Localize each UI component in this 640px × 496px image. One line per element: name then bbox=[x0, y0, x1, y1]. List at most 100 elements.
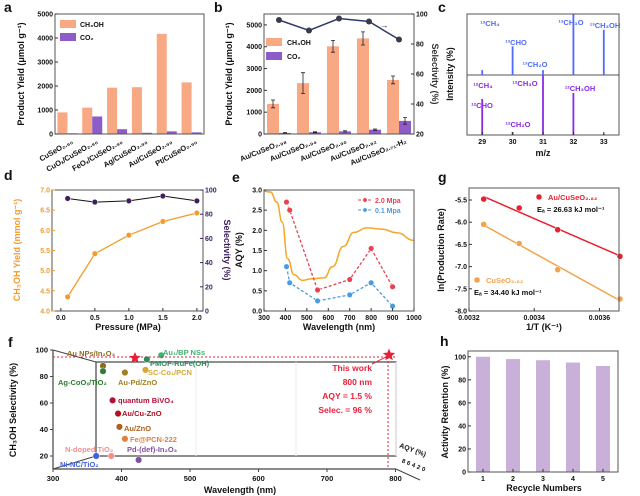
y2-tick-b-label: 80 bbox=[416, 42, 424, 49]
selectivity-line bbox=[67, 195, 197, 203]
this-work-star-projection bbox=[129, 352, 141, 363]
aqy-marker bbox=[389, 283, 396, 290]
aqy-marker bbox=[368, 245, 375, 252]
error-bar bbox=[403, 117, 407, 125]
absorption-curve bbox=[263, 190, 415, 282]
z-tick-label: 0 bbox=[421, 467, 427, 474]
plot-frame-h bbox=[467, 350, 619, 473]
x-tick-c-label: 33 bbox=[600, 139, 608, 146]
y-tick-label: 60 bbox=[40, 399, 48, 408]
retention-bar bbox=[506, 359, 520, 472]
yield-marker bbox=[91, 250, 98, 257]
y-tick-h-label: 100 bbox=[454, 354, 466, 361]
z-tick-label: 6 bbox=[406, 461, 412, 468]
aqy-marker bbox=[286, 279, 293, 286]
aqy-marker bbox=[346, 276, 353, 283]
this-work-annotation: This work bbox=[332, 363, 372, 373]
bar-ch3oh bbox=[327, 46, 339, 134]
this-work-annotation: Selec. = 96 % bbox=[318, 405, 372, 415]
y-tick-a-label: 5000 bbox=[37, 12, 53, 19]
error-bar bbox=[343, 130, 347, 133]
peak-label: ¹²CH₃O bbox=[512, 79, 537, 88]
y2-tick-d-label: 100 bbox=[205, 188, 217, 195]
point-label: Ag-CoOₓ/TiO₂ bbox=[58, 378, 107, 387]
point-label: Au₁/BP NSs bbox=[163, 348, 205, 357]
aqy-marker bbox=[368, 279, 375, 286]
panel-letter: h bbox=[440, 333, 449, 349]
x-tick-label: 4 bbox=[571, 476, 575, 483]
aqy-marker bbox=[283, 199, 290, 206]
this-work-annotation: 800 nm bbox=[343, 377, 373, 387]
literature-point bbox=[107, 452, 115, 460]
error-bar bbox=[391, 75, 395, 85]
x-tick-c-label: 32 bbox=[570, 139, 578, 146]
bar-ch3oh bbox=[181, 82, 192, 134]
x-axis-label: Wavelength (nm) bbox=[204, 485, 276, 495]
point-label: N-doped TiO₂ bbox=[65, 445, 113, 454]
y-axis-label: Product Yield (μmol g⁻¹) bbox=[224, 22, 234, 125]
bar-ch3oh bbox=[387, 79, 399, 134]
y-axis-label: ln(Production Rate) bbox=[436, 208, 446, 292]
legend-marker bbox=[535, 193, 543, 201]
legend-label: 0.1 Mpa bbox=[375, 208, 401, 215]
point-label: Au/ZnO bbox=[124, 424, 151, 433]
x-tick-label: 400 bbox=[115, 474, 128, 483]
y2-tick-d-label: 80 bbox=[205, 212, 213, 219]
y-tick-b-label: 0 bbox=[258, 132, 262, 139]
x-tick-label: 800 bbox=[389, 474, 402, 483]
panel-letter: d bbox=[4, 167, 13, 183]
peak-label: ¹³CHO bbox=[505, 38, 527, 47]
bar-ch3oh bbox=[156, 33, 167, 134]
x-tick-label: 3 bbox=[541, 476, 545, 483]
this-work-star bbox=[382, 348, 396, 361]
y-tick-d-label: 6.5 bbox=[40, 208, 50, 215]
bar-ch3oh bbox=[107, 87, 118, 134]
peak-label: ¹³CH₄ bbox=[480, 19, 500, 28]
x-axis-label: Wavelength (nm) bbox=[303, 322, 375, 332]
x-tick-label: 5 bbox=[601, 476, 605, 483]
aqy-marker bbox=[314, 286, 321, 294]
point-label: Pd-(def)-In₂O₃ bbox=[127, 445, 178, 454]
x-tick-c-label: 30 bbox=[509, 139, 517, 146]
point-label: Ni-NC/TiO₂ bbox=[60, 460, 99, 469]
legend-marker bbox=[473, 276, 481, 284]
plot-frame-d bbox=[51, 189, 204, 312]
this-work-annotation: AQY = 1.5 % bbox=[322, 391, 372, 401]
panel-letter: c bbox=[438, 0, 446, 15]
x-tick-label: 2 bbox=[511, 476, 515, 483]
y2-tick-b-label: 100 bbox=[416, 12, 428, 19]
plot-frame-g bbox=[468, 187, 620, 312]
y-tick-e-label: 3.0 bbox=[252, 188, 262, 195]
x-axis-label: Recycle Numbers bbox=[506, 483, 582, 493]
y-tick-g-label: -8.0 bbox=[455, 309, 467, 316]
yield-marker bbox=[125, 232, 132, 239]
plot-frame-a bbox=[54, 13, 205, 135]
error-bar bbox=[301, 72, 305, 95]
selectivity-marker bbox=[193, 197, 200, 204]
literature-point bbox=[109, 396, 117, 404]
aqy-marker bbox=[314, 297, 321, 304]
error-bar bbox=[271, 99, 275, 109]
selectivity-marker bbox=[306, 27, 312, 34]
bar-co2 bbox=[399, 120, 411, 134]
y2-tick-d-label: 40 bbox=[205, 260, 213, 267]
x-tick-e-label: 1000 bbox=[406, 315, 422, 322]
y-tick-g-label: -6.0 bbox=[455, 220, 467, 227]
y-axis-label: AQY (%) bbox=[234, 232, 244, 268]
fit-line bbox=[483, 224, 621, 302]
y-tick-label: 80 bbox=[40, 372, 48, 381]
activation-energy: Eₐ = 26.63 kJ mol⁻¹ bbox=[537, 205, 605, 214]
data-point bbox=[515, 240, 523, 247]
x-tick-e-label: 700 bbox=[344, 315, 356, 322]
bar-co2 bbox=[92, 116, 103, 134]
x-tick-label: 600 bbox=[252, 474, 265, 483]
bar-co2 bbox=[309, 132, 321, 134]
literature-point bbox=[121, 435, 129, 443]
y-tick-h-label: 0 bbox=[462, 470, 466, 477]
bar-co2 bbox=[117, 129, 128, 134]
y-tick-d-label: 7.0 bbox=[40, 188, 50, 195]
selectivity-marker bbox=[336, 15, 342, 22]
point-label: Au/Cu-ZnO bbox=[122, 409, 162, 418]
y-tick-e-label: 0.0 bbox=[252, 309, 262, 316]
